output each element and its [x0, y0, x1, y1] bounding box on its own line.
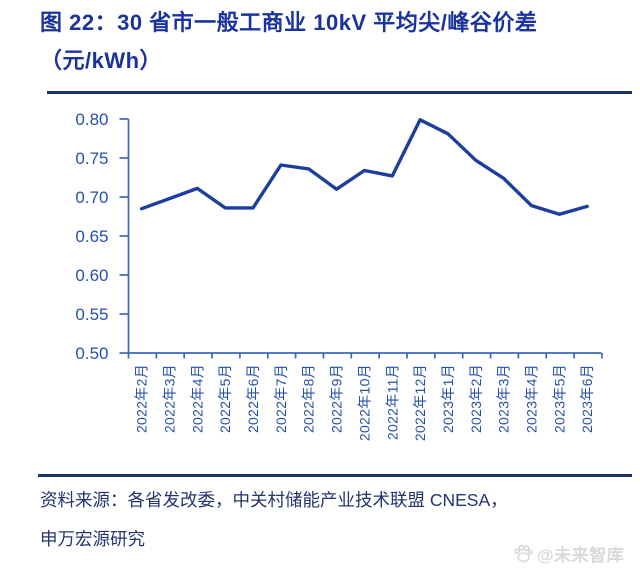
y-axis: 0.80 0.75 0.70 0.65 0.60 0.55 0.50: [75, 110, 129, 363]
x-tick-label: 2022年4月: [189, 364, 205, 433]
y-tick-label: 0.80: [75, 110, 108, 129]
x-tick-label: 2023年4月: [524, 364, 540, 433]
x-tick-label: 2022年7月: [273, 364, 289, 433]
y-tick-label: 0.75: [75, 149, 108, 168]
y-tick-label: 0.65: [75, 227, 108, 246]
x-tick-label: 2022年2月: [134, 364, 150, 433]
x-tick-label: 2022年8月: [301, 364, 317, 433]
source-note: 资料来源：各省发改委，中关村储能产业技术联盟 CNESA， 申万宏源研究: [40, 481, 636, 559]
y-tick-label: 0.60: [75, 266, 108, 285]
figure-title-line2: （元/kWh）: [40, 48, 163, 73]
x-tick-label: 2023年5月: [551, 364, 567, 433]
watermark: @未来智库: [513, 541, 624, 566]
x-tick-label: 2022年6月: [245, 364, 261, 433]
x-tick-label: 2022年11月: [384, 364, 400, 440]
source-note-line2: 申万宏源研究: [40, 529, 145, 549]
figure-title-line1: 图 22：30 省市一般工商业 10kV 平均尖/峰谷价差: [40, 10, 538, 35]
watermark-text: @未来智库: [537, 546, 625, 565]
x-tick-label: 2023年2月: [468, 364, 484, 433]
x-tick-label: 2022年12月: [412, 364, 428, 441]
source-note-line1: 资料来源：各省发改委，中关村储能产业技术联盟 CNESA，: [40, 490, 508, 510]
title-divider: [47, 91, 632, 94]
figure-title: 图 22：30 省市一般工商业 10kV 平均尖/峰谷价差 （元/kWh）: [40, 4, 632, 80]
price-spread-line-chart: 0.80 0.75 0.70 0.65 0.60 0.55 0.50 2022年2月 2022年…: [0, 100, 640, 472]
y-tick-label: 0.70: [75, 188, 108, 207]
axes: [127, 119, 602, 354]
x-tick-label: 2023年3月: [496, 364, 512, 433]
paw-icon: [514, 544, 533, 563]
x-tick-label: 2022年5月: [217, 364, 233, 433]
x-axis: 2022年2月 2022年3月 2022年4月 2022年5月 2022年6月 2022年…: [127, 353, 603, 441]
x-tick-label: 2023年6月: [579, 364, 595, 433]
x-tick-label: 2023年1月: [440, 364, 456, 433]
data-line: [139, 118, 589, 216]
x-tick-label: 2022年3月: [161, 364, 177, 433]
y-tick-label: 0.50: [75, 344, 108, 363]
footer-divider: [38, 474, 632, 477]
x-tick-label: 2022年10月: [356, 364, 372, 441]
x-tick-label: 2022年9月: [329, 364, 345, 433]
y-tick-label: 0.55: [75, 305, 108, 324]
